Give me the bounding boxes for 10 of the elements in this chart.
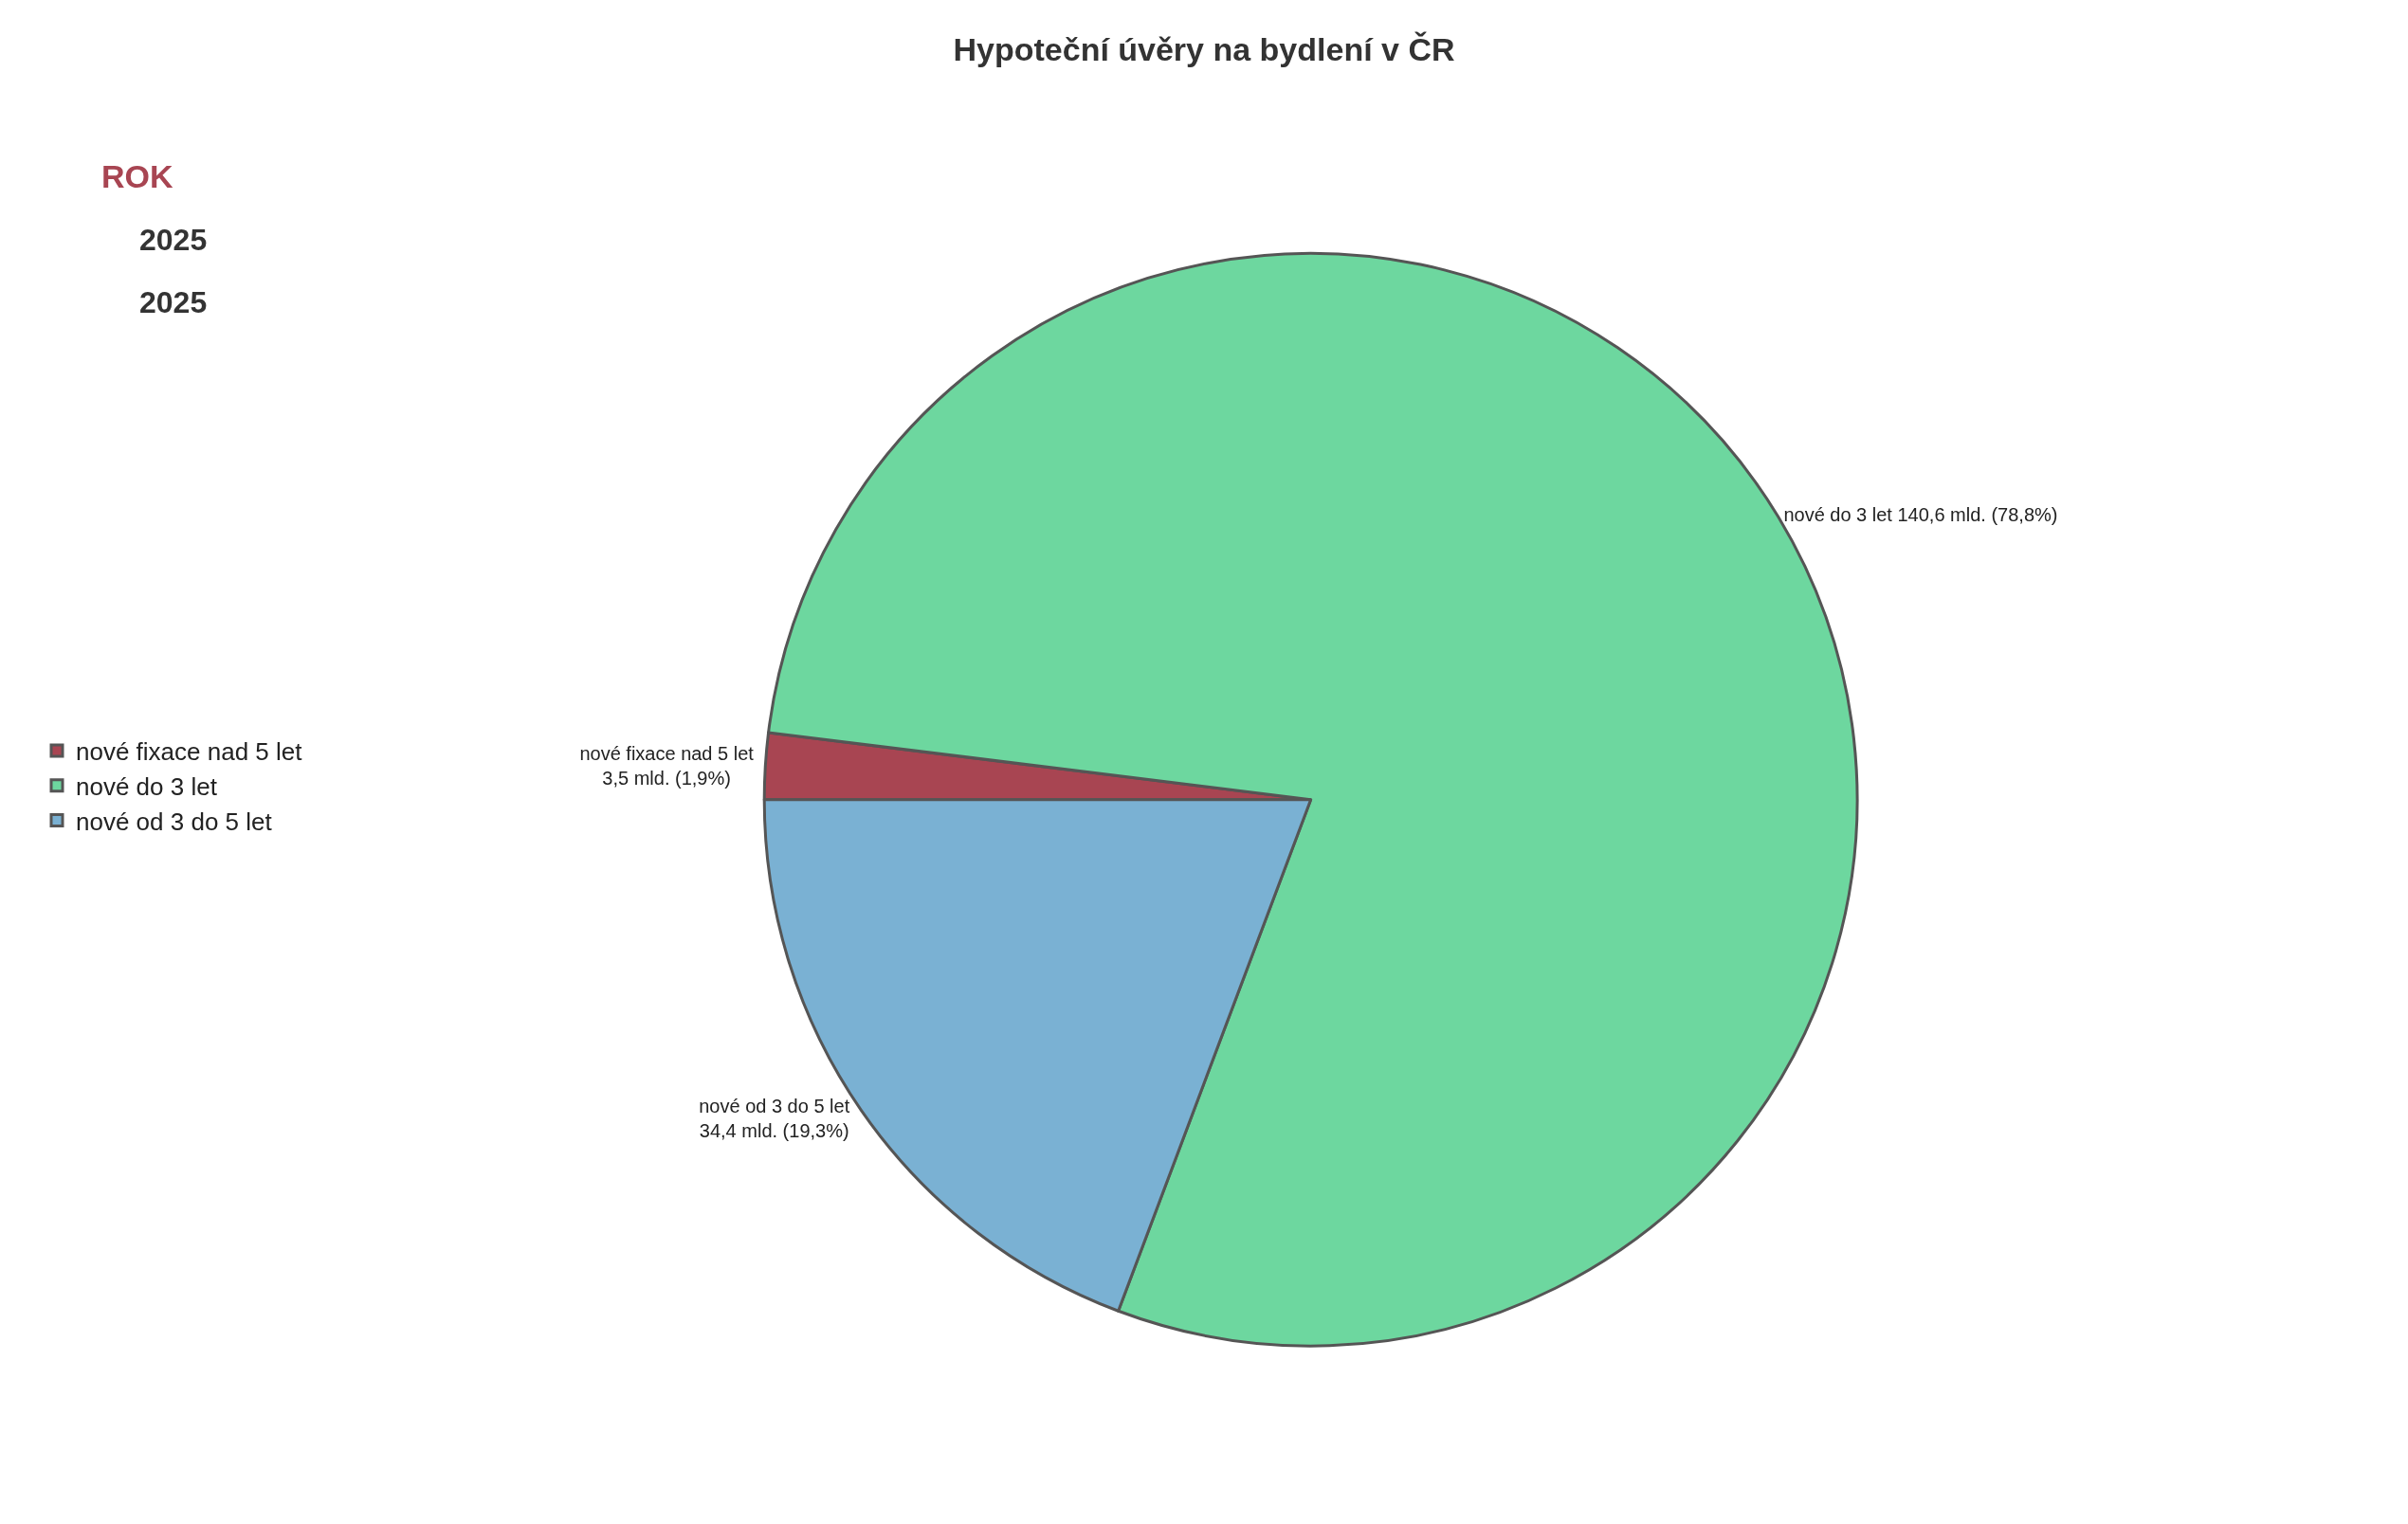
data-label: nové do 3 let 140,6 mld. (78,8%) <box>1783 503 2058 525</box>
data-label: nové fixace nad 5 let 3,5 mld. (1,9%) <box>579 743 755 789</box>
legend-label: nové od 3 do 5 let <box>76 807 273 836</box>
legend-label: nové fixace nad 5 let <box>76 737 303 767</box>
text: 2025 <box>139 285 208 319</box>
text: 2025 <box>139 223 208 257</box>
data-label: nové od 3 do 5 let 34,4 mld. (19,3%) <box>699 1095 850 1141</box>
legend-label: nové do 3 let <box>76 771 218 801</box>
chart-title: Hypoteční úvěry na bydlení v ČR <box>953 31 1455 67</box>
text: ROK <box>101 158 173 194</box>
